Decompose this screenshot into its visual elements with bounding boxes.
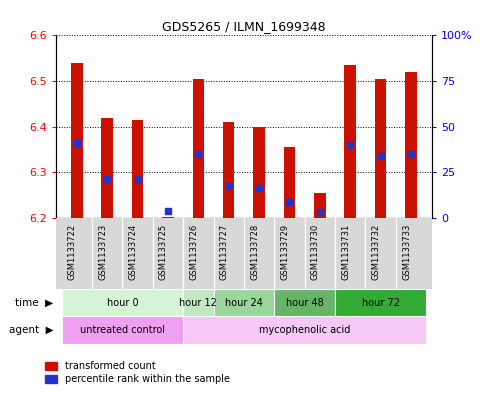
Text: hour 24: hour 24 [225, 298, 263, 308]
Text: GSM1133725: GSM1133725 [159, 224, 168, 280]
Bar [254, 127, 265, 218]
Point [285, 199, 293, 205]
Bar [183, 316, 426, 344]
Bar [314, 193, 326, 218]
Bar [335, 289, 426, 316]
Bar [62, 289, 183, 316]
Text: GSM1133728: GSM1133728 [250, 224, 259, 280]
Text: hour 48: hour 48 [286, 298, 324, 308]
Point [195, 151, 202, 157]
Bar [71, 63, 83, 218]
Point [225, 183, 233, 189]
Bar [132, 120, 143, 218]
Bar [183, 289, 213, 316]
Text: mycophenolic acid: mycophenolic acid [259, 325, 350, 335]
Point [134, 176, 142, 182]
Point [346, 142, 354, 148]
Point [164, 208, 172, 215]
Point [407, 151, 415, 157]
Text: untreated control: untreated control [80, 325, 165, 335]
Title: GDS5265 / ILMN_1699348: GDS5265 / ILMN_1699348 [162, 20, 326, 33]
Point [316, 209, 324, 215]
Text: GSM1133731: GSM1133731 [341, 224, 350, 280]
Text: agent  ▶: agent ▶ [9, 325, 53, 335]
Bar [162, 217, 174, 218]
Point [73, 140, 81, 146]
Bar [213, 289, 274, 316]
Text: GSM1133726: GSM1133726 [189, 224, 199, 280]
Text: hour 12: hour 12 [179, 298, 217, 308]
Bar [62, 316, 183, 344]
Bar [405, 72, 417, 218]
Bar [101, 118, 113, 218]
Text: time  ▶: time ▶ [15, 298, 53, 308]
Bar [375, 79, 386, 218]
Text: GSM1133723: GSM1133723 [98, 224, 107, 280]
Text: GSM1133722: GSM1133722 [68, 224, 77, 280]
Point [377, 153, 384, 160]
Text: GSM1133733: GSM1133733 [402, 224, 411, 280]
Bar [344, 65, 356, 218]
Bar [193, 79, 204, 218]
Text: GSM1133727: GSM1133727 [220, 224, 229, 280]
Text: GSM1133730: GSM1133730 [311, 224, 320, 280]
Point [255, 185, 263, 191]
Bar [223, 122, 235, 218]
Bar [274, 289, 335, 316]
Text: GSM1133724: GSM1133724 [128, 224, 138, 280]
Point [103, 176, 111, 182]
Legend: transformed count, percentile rank within the sample: transformed count, percentile rank withi… [43, 359, 232, 386]
Text: hour 0: hour 0 [107, 298, 138, 308]
Text: GSM1133732: GSM1133732 [371, 224, 381, 280]
Text: GSM1133729: GSM1133729 [281, 224, 289, 280]
Bar [284, 147, 295, 218]
Text: hour 72: hour 72 [362, 298, 399, 308]
